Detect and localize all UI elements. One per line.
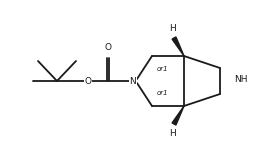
Text: or1: or1: [156, 66, 168, 72]
Text: O: O: [104, 43, 111, 52]
Text: O: O: [84, 76, 91, 85]
Text: NH: NH: [234, 76, 247, 85]
Text: H: H: [170, 24, 176, 33]
Polygon shape: [172, 37, 184, 56]
Text: or1: or1: [156, 90, 168, 96]
Text: H: H: [170, 129, 176, 138]
Polygon shape: [172, 106, 184, 125]
Text: N: N: [130, 76, 136, 85]
